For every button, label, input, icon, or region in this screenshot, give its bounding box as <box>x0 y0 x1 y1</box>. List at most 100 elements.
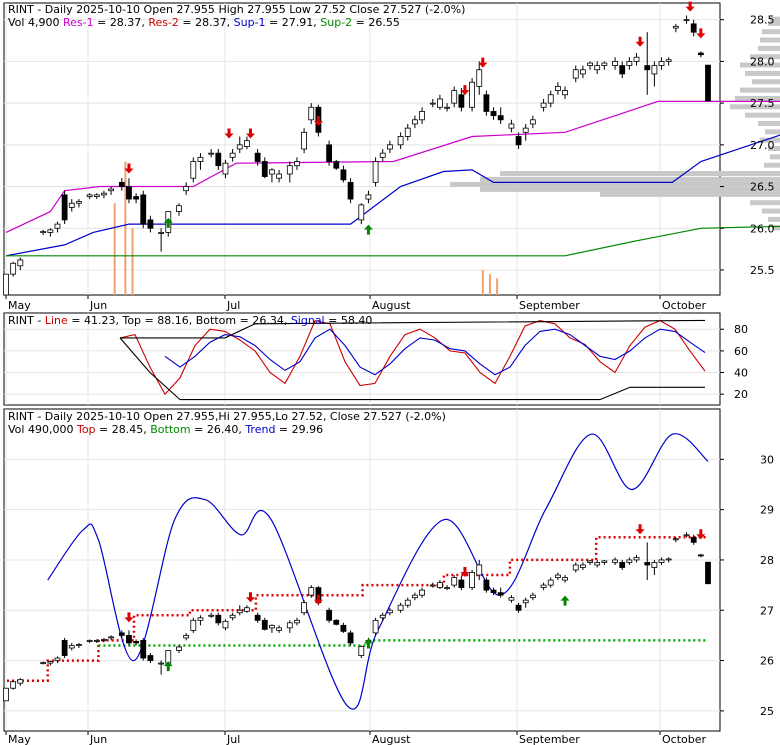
candle <box>601 61 608 70</box>
candle <box>508 119 515 133</box>
trend-candle-body <box>554 574 561 578</box>
volume-profile-bar <box>480 176 780 182</box>
trend-candle <box>101 637 107 643</box>
trend-candle <box>705 561 711 585</box>
trend-candle-body <box>197 617 204 621</box>
trend-candle-body <box>254 614 261 621</box>
trend-candle <box>412 592 418 601</box>
trend-candle <box>147 653 154 664</box>
candle <box>612 57 618 70</box>
candle <box>133 193 140 204</box>
trend-candle-body <box>261 619 268 630</box>
candle <box>554 82 561 95</box>
candle-body <box>340 169 347 181</box>
trend-candle-body <box>86 640 93 642</box>
candle <box>76 199 82 208</box>
candle-body <box>308 106 315 121</box>
trend-candle <box>437 580 443 590</box>
candle <box>54 221 61 233</box>
oscillator-y-tick-label: 80 <box>734 323 748 336</box>
trend-candle <box>54 656 61 664</box>
trend-candle-body <box>208 614 215 617</box>
candle-body <box>483 94 490 112</box>
candle <box>644 32 651 95</box>
candle <box>379 149 386 162</box>
sell-arrow <box>313 115 323 126</box>
trend-candle-body <box>147 655 154 661</box>
candle <box>429 98 436 108</box>
trend-candle-body <box>587 560 593 563</box>
trend-candle-body <box>108 636 114 639</box>
trend-y-tick-label: 30 <box>760 453 774 466</box>
candle <box>347 178 354 204</box>
candle <box>197 153 204 170</box>
trend-candle <box>372 617 379 636</box>
trend-candle-body <box>222 620 229 629</box>
trend-candle <box>326 607 333 623</box>
candle-body <box>651 65 658 75</box>
candle <box>17 257 24 270</box>
trend-candle-body <box>126 635 132 644</box>
trend-candle-body <box>372 619 379 634</box>
candle <box>437 94 443 110</box>
trend-candle <box>126 630 132 646</box>
trend-line <box>47 433 709 710</box>
candle-body <box>579 69 586 75</box>
candle <box>490 107 497 120</box>
candle-body <box>529 119 536 125</box>
volume-bar <box>113 203 116 295</box>
candle <box>244 136 250 149</box>
candle-body <box>17 259 24 267</box>
price-legend: Vol 4,900 Res-1 = 28.37, Res-2 = 28.37, … <box>8 16 400 29</box>
candle <box>229 149 236 162</box>
oscillator-line-signal <box>164 328 706 376</box>
trend-candle <box>508 595 515 603</box>
trend-candle-body <box>269 624 275 629</box>
trend-candle <box>244 605 250 613</box>
candle <box>562 86 568 99</box>
trend-candle <box>601 559 608 565</box>
trend-y-tick-label: 27 <box>760 604 774 617</box>
trend-candle <box>697 553 704 558</box>
signal-arrows <box>124 1 706 235</box>
candle <box>587 61 593 70</box>
candle <box>451 86 458 108</box>
trend-candle <box>665 557 672 563</box>
candle <box>183 182 190 195</box>
trend-candle-body <box>236 609 243 614</box>
trend-candle-body <box>644 562 651 566</box>
candle <box>308 103 315 124</box>
candle <box>333 159 340 170</box>
trend-plot-area <box>3 408 721 732</box>
candle <box>358 203 365 225</box>
candle-body <box>294 161 300 167</box>
candle-body <box>47 229 54 233</box>
trend-candle <box>140 637 147 661</box>
trend-candle-body <box>358 646 365 656</box>
candle-body <box>429 102 436 105</box>
price-y-tick-label: 27.0 <box>750 139 775 152</box>
price-x-tick-label: Jun <box>89 299 107 312</box>
trend-candle <box>626 557 633 565</box>
price-y-tick-label: 28.5 <box>750 14 775 27</box>
trend-candle <box>347 630 354 646</box>
trend-candle-body <box>133 641 140 644</box>
buy-arrow <box>363 224 373 235</box>
oscillator-y-tick-label: 60 <box>734 345 748 358</box>
trend-candle-body <box>54 657 61 661</box>
candle-body <box>562 90 568 96</box>
trend-candle <box>579 562 586 570</box>
volume-bar <box>488 274 491 295</box>
candle <box>101 190 107 199</box>
line-sup-1 <box>5 134 780 257</box>
trend-candle-body <box>697 554 704 557</box>
trend-candle <box>562 575 568 583</box>
trend-candle-body <box>340 624 347 632</box>
candle-body <box>497 115 504 121</box>
trend-candle-body <box>444 587 450 590</box>
candle-body <box>451 90 458 104</box>
candle <box>419 107 425 124</box>
trend-candle-body <box>658 559 665 563</box>
trend-candle <box>358 645 365 659</box>
